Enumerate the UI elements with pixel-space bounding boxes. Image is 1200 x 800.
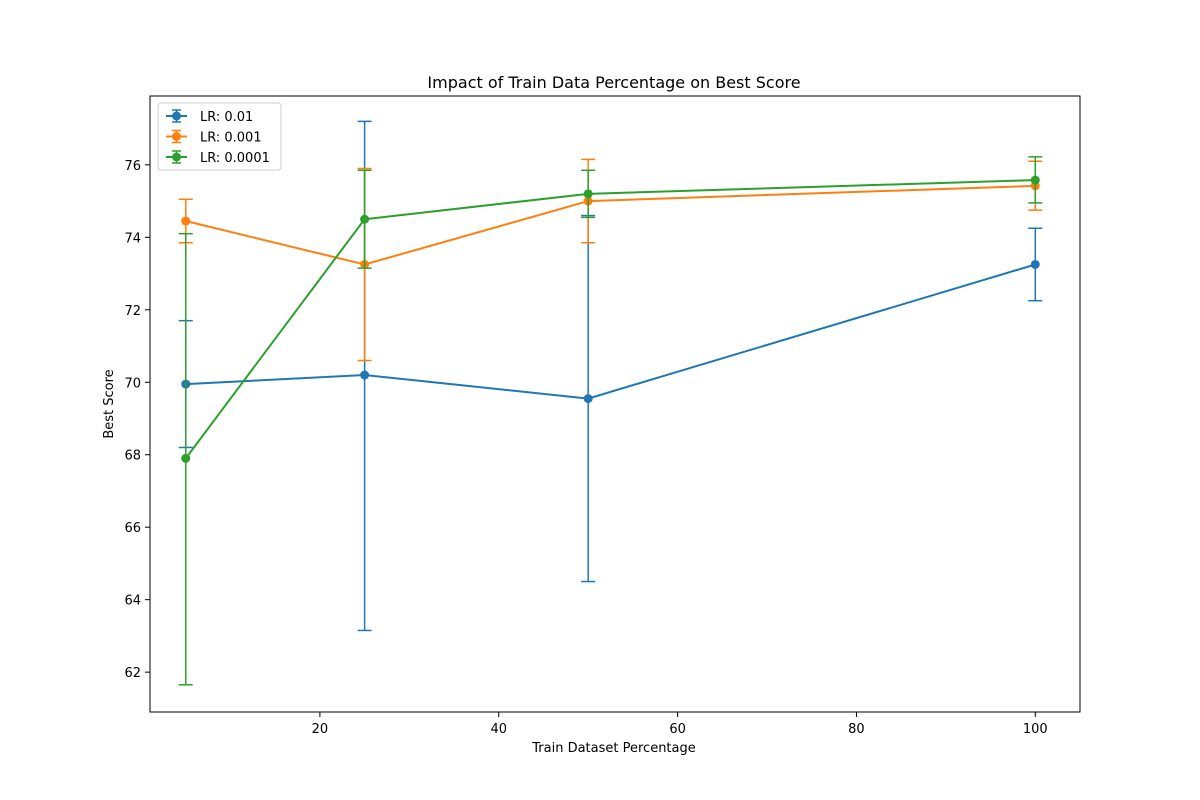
series-3 — [178, 156, 1043, 686]
y-tick-label: 62 — [124, 666, 141, 681]
legend-entry: LR: 0.01 — [166, 109, 253, 125]
y-axis-label: Best Score — [102, 369, 117, 438]
data-point — [181, 216, 191, 226]
data-point — [583, 394, 593, 404]
y-tick-label: 74 — [124, 231, 141, 246]
data-point — [583, 189, 593, 199]
legend-label: LR: 0.01 — [200, 110, 253, 125]
y-tick-label: 66 — [124, 521, 141, 536]
axis-layer: 20 40 60 80 100 62 64 66 68 70 72 74 76 — [124, 95, 1081, 737]
legend-entry: LR: 0.001 — [166, 129, 262, 146]
series-line — [185, 263, 1036, 400]
y-tick-label: 72 — [124, 304, 141, 319]
legend-label: LR: 0.001 — [200, 131, 262, 146]
data-point — [1030, 259, 1040, 269]
data-point — [360, 214, 370, 224]
y-tick-label: 70 — [124, 376, 141, 391]
plot-frame — [149, 95, 1081, 713]
y-tick-label: 64 — [124, 594, 141, 609]
data-point — [181, 453, 191, 463]
legend-box — [157, 102, 282, 171]
series-line — [185, 184, 1036, 266]
legend-marker — [172, 152, 181, 162]
y-tick-label: 68 — [124, 449, 141, 464]
x-tick-label: 80 — [848, 722, 865, 737]
x-tick-label: 20 — [312, 722, 329, 737]
data-point — [360, 370, 370, 380]
chart-title: Impact of Train Data Percentage on Best … — [427, 73, 800, 92]
series-line — [184, 179, 1036, 459]
legend-marker — [172, 132, 181, 141]
legend-marker — [172, 111, 181, 121]
x-tick-label: 40 — [490, 722, 507, 737]
plot-layer — [178, 120, 1043, 686]
series-1 — [178, 120, 1043, 632]
y-tick-label: 76 — [124, 159, 141, 174]
data-point — [1030, 175, 1040, 185]
legend-entry: LR: 0.0001 — [166, 150, 270, 166]
legend-label: LR: 0.0001 — [200, 151, 270, 166]
legend: LR: 0.01 LR: 0.001 LR: 0.0001 — [157, 102, 282, 171]
x-tick-label: 60 — [669, 722, 686, 737]
x-tick-label: 100 — [1023, 722, 1048, 737]
x-axis-label: Train Dataset Percentage — [531, 741, 696, 756]
